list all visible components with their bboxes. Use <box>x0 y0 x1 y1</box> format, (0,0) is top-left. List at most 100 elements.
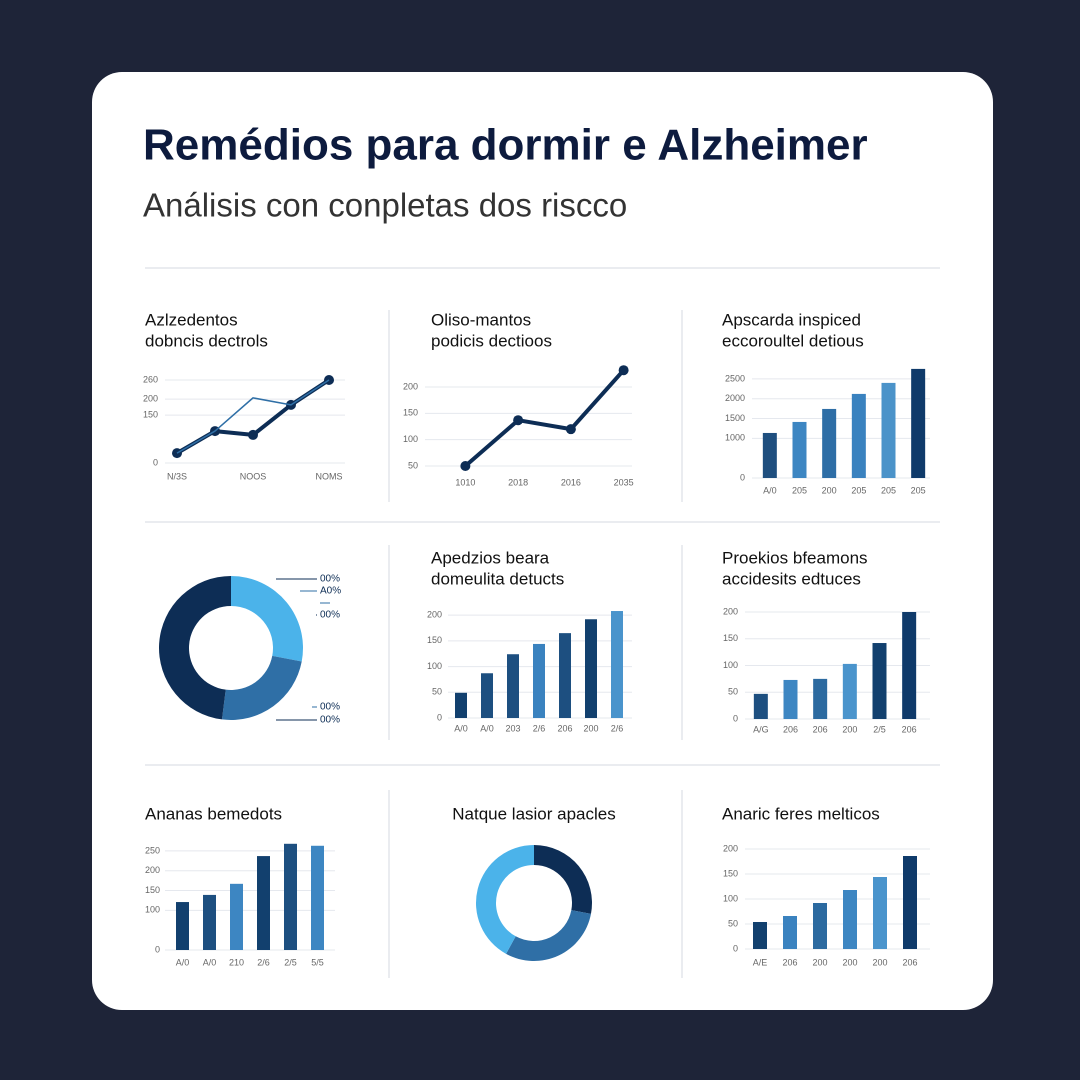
y-tick-label: 0 <box>733 943 738 953</box>
y-tick-label: 200 <box>427 610 442 620</box>
main-title: Remédios para dormir e Alzheimer <box>143 121 868 170</box>
y-tick-label: 2500 <box>725 373 745 383</box>
bar <box>873 877 887 949</box>
y-tick-label: 100 <box>145 905 160 915</box>
y-tick-label: 200 <box>145 865 160 875</box>
bar <box>257 856 270 950</box>
x-tick-label: NOOS <box>240 471 267 481</box>
donut-segment <box>221 655 302 720</box>
subtitle: Análisis con conpletas dos riscco <box>143 187 627 224</box>
y-tick-label: 100 <box>427 661 442 671</box>
x-tick-label: A/0 <box>763 485 777 495</box>
y-tick-label: 50 <box>408 460 418 470</box>
x-tick-label: 2/5 <box>873 724 886 734</box>
y-tick-label: 150 <box>723 633 738 643</box>
x-tick-label: 206 <box>813 724 828 734</box>
y-tick-label: 200 <box>723 606 738 616</box>
point <box>618 365 629 376</box>
bar <box>842 663 857 719</box>
x-tick-label: 203 <box>505 723 520 733</box>
x-tick-label: 2/6 <box>257 957 270 967</box>
y-tick-label: 1500 <box>725 413 745 423</box>
bar <box>176 902 189 950</box>
bar <box>753 693 768 719</box>
point <box>565 424 576 435</box>
x-tick-label: 205 <box>851 485 866 495</box>
x-tick-label: 2016 <box>561 477 581 487</box>
y-tick-label: 50 <box>728 687 738 697</box>
x-tick-label: 2/6 <box>533 723 546 733</box>
x-tick-label: 200 <box>822 485 837 495</box>
x-tick-label: 206 <box>902 724 917 734</box>
y-tick-label: 0 <box>155 944 160 954</box>
bar <box>822 408 837 478</box>
y-tick-label: 100 <box>723 660 738 670</box>
y-tick-label: 150 <box>145 885 160 895</box>
annotation: 00% <box>320 610 340 621</box>
bar <box>311 845 324 950</box>
bar <box>872 643 887 719</box>
donut-segment <box>158 576 231 720</box>
separators <box>145 267 940 978</box>
y-tick-label: 100 <box>403 434 418 444</box>
x-tick-label: 206 <box>783 724 798 734</box>
bar <box>533 643 545 718</box>
x-tick-label: 200 <box>842 724 857 734</box>
point <box>513 415 524 426</box>
donut-segment <box>506 910 591 962</box>
bar <box>783 916 797 949</box>
bar <box>753 922 767 949</box>
y-tick-label: 2000 <box>725 393 745 403</box>
x-tick-label: 206 <box>782 957 797 967</box>
y-tick-label: 150 <box>143 409 158 419</box>
donut-segment <box>476 845 534 954</box>
x-tick-label: 5/5 <box>311 957 324 967</box>
bar <box>611 611 623 718</box>
x-tick-label: 205 <box>911 485 926 495</box>
chart-title: Oliso-mantos <box>431 310 531 329</box>
bar <box>881 382 896 478</box>
bar <box>284 843 297 950</box>
y-tick-label: 0 <box>437 712 442 722</box>
x-tick-label: A/0 <box>480 723 494 733</box>
bar <box>455 692 467 718</box>
y-tick-label: 0 <box>740 472 745 482</box>
chart-title: Ananas bemedots <box>145 804 282 823</box>
x-tick-label: 200 <box>842 957 857 967</box>
point <box>248 429 258 440</box>
chart-title: domeulita detucts <box>431 569 564 588</box>
y-tick-label: 50 <box>728 918 738 928</box>
donut-segment <box>534 845 592 914</box>
chart-title: eccoroultel detious <box>722 331 864 350</box>
chart-title: podicis dectioos <box>431 331 552 350</box>
y-tick-label: 150 <box>427 635 442 645</box>
y-tick-label: 250 <box>145 845 160 855</box>
x-tick-label: N/3S <box>167 471 187 481</box>
chart-title: Natque lasior apacles <box>452 804 615 823</box>
x-tick-label: A/0 <box>454 723 468 733</box>
y-tick-label: 0 <box>153 457 158 467</box>
annotation: 00% <box>320 574 340 585</box>
x-tick-label: 205 <box>792 485 807 495</box>
bar <box>507 654 519 718</box>
x-tick-label: 2/6 <box>611 723 624 733</box>
x-tick-label: 200 <box>812 957 827 967</box>
chart-title: accidesits edtuces <box>722 569 861 588</box>
x-tick-label: 210 <box>229 957 244 967</box>
x-tick-label: A/0 <box>176 957 190 967</box>
x-tick-label: A/G <box>753 724 769 734</box>
bar <box>843 890 857 949</box>
annotation: A0% <box>320 586 341 597</box>
bar <box>203 894 216 950</box>
x-tick-label: 200 <box>872 957 887 967</box>
x-tick-label: 1010 <box>455 477 475 487</box>
annotation: 00% <box>320 702 340 713</box>
y-tick-label: 0 <box>733 713 738 723</box>
bar <box>559 633 571 718</box>
x-tick-label: 205 <box>881 485 896 495</box>
chart-title: Azlzedentos <box>145 310 238 329</box>
y-tick-label: 200 <box>723 843 738 853</box>
y-tick-label: 150 <box>723 868 738 878</box>
